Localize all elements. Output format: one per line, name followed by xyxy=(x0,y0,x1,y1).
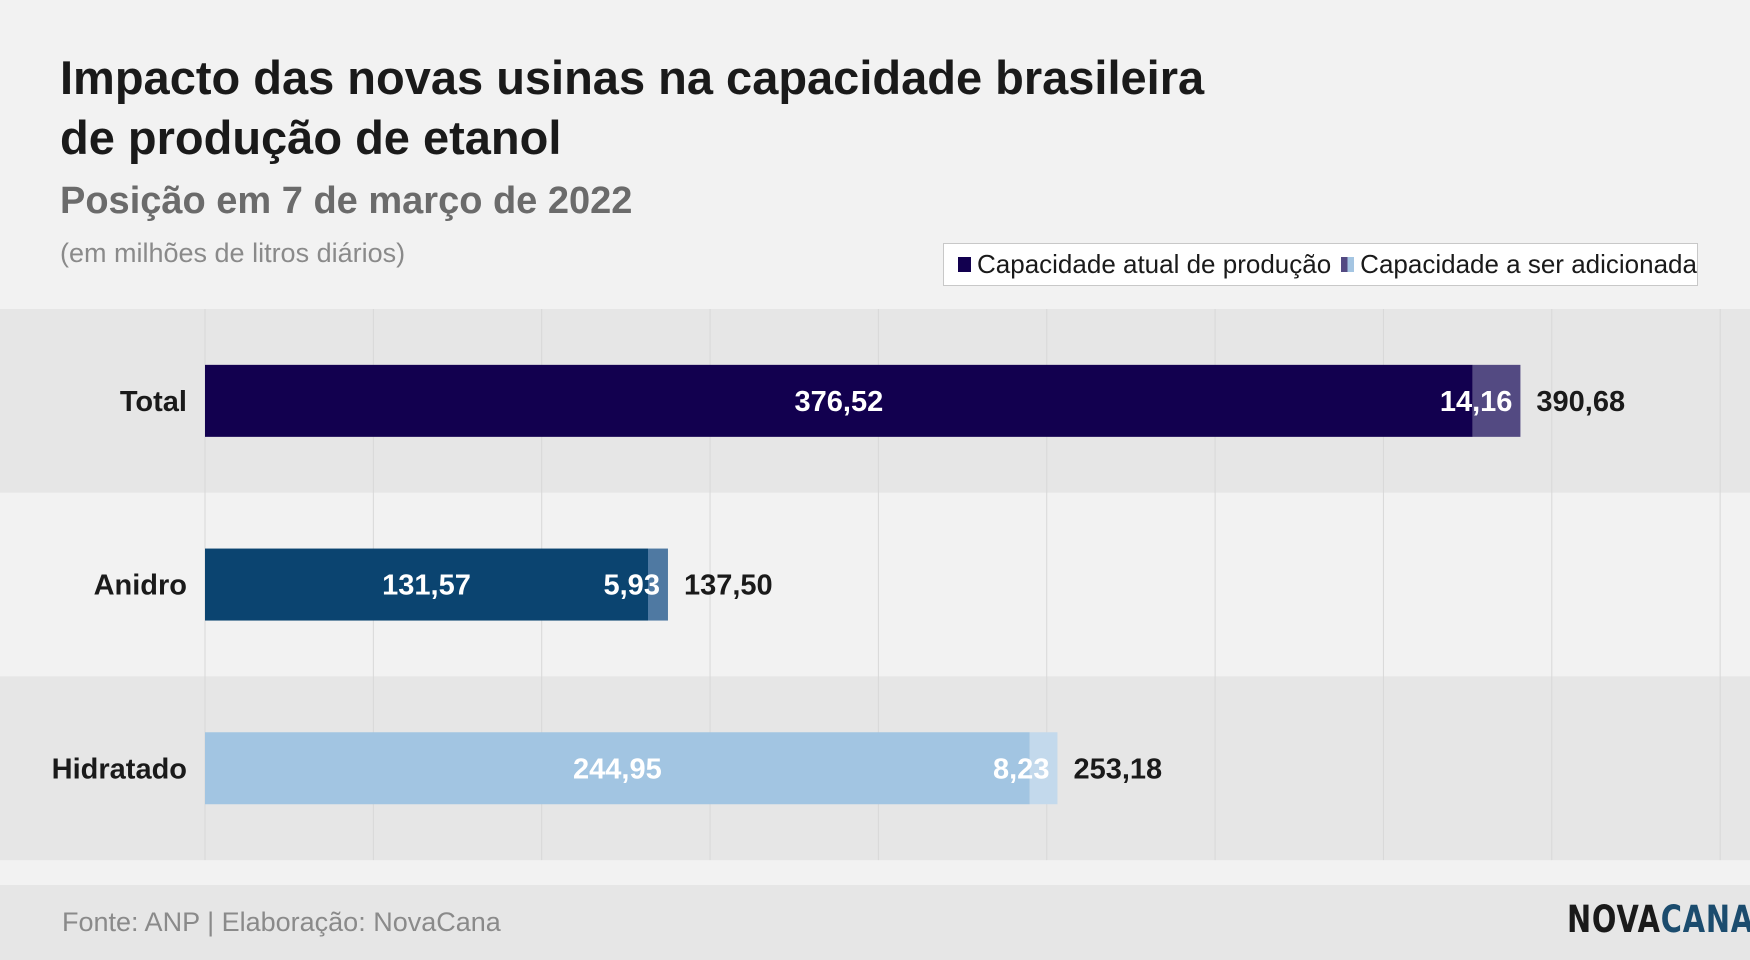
logo-part-nova: NOVA xyxy=(1567,898,1661,941)
total-label-hidratado: 253,18 xyxy=(1073,753,1162,785)
value-label-added-hidratado: 8,23 xyxy=(993,753,1049,785)
legend-label-added: Capacidade a ser adicionada xyxy=(1360,249,1697,279)
unit-note: (em milhões de litros diários) xyxy=(60,238,406,268)
chart-subtitle: Posição em 7 de março de 2022 xyxy=(60,180,633,222)
bar-added-anidro xyxy=(647,548,668,621)
bar-added-total xyxy=(1472,364,1521,437)
source-note: Fonte: ANP | Elaboração: NovaCana xyxy=(62,907,501,937)
chart-title: Impacto das novas usinas na capacidade b… xyxy=(60,51,1205,164)
total-label-anidro: 137,50 xyxy=(684,570,773,602)
legend: Capacidade atual de produção Capacidade … xyxy=(943,243,1698,286)
legend-item-added: Capacidade a ser adicionada xyxy=(1341,249,1697,280)
value-label-current-hidratado: 244,95 xyxy=(573,753,662,785)
total-label-total: 390,68 xyxy=(1536,386,1625,418)
bar-current-anidro xyxy=(205,548,648,621)
value-label-current-anidro: 131,57 xyxy=(382,570,471,602)
legend-swatch-current xyxy=(958,257,971,272)
bar-current-hidratado xyxy=(205,732,1030,805)
bar-chart: Total 376,52 14,16 390,68 Anidro 131,57 5,93 13… xyxy=(0,309,1750,861)
bar-added-hidratado xyxy=(1029,732,1058,805)
bar-current-total xyxy=(205,364,1473,437)
value-label-current-total: 376,52 xyxy=(795,386,884,418)
category-label-total: Total xyxy=(120,386,187,418)
category-label-anidro: Anidro xyxy=(94,570,187,602)
legend-item-current: Capacidade atual de produção xyxy=(958,249,1331,280)
value-label-added-anidro: 5,93 xyxy=(604,570,660,602)
legend-swatch-added xyxy=(1341,257,1355,272)
value-label-added-total: 14,16 xyxy=(1440,386,1513,418)
logo-part-cana: CANA xyxy=(1660,898,1750,941)
legend-label-current: Capacidade atual de produção xyxy=(977,249,1332,279)
footer-band xyxy=(0,885,1750,960)
novacana-logo: NOVACANA xyxy=(1567,898,1750,948)
category-label-hidratado: Hidratado xyxy=(52,753,187,785)
